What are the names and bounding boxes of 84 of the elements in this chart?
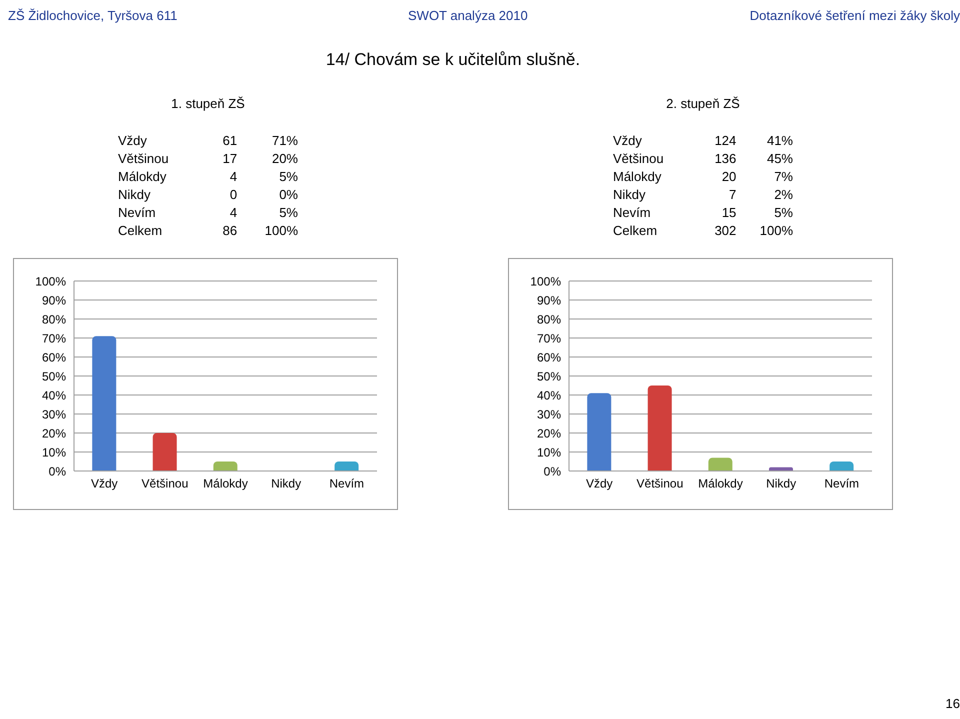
- bar: [334, 462, 359, 471]
- category-label: Nikdy: [118, 186, 152, 203]
- data-label: 0: [228, 186, 238, 203]
- bar: [213, 462, 238, 471]
- x-tick-label: Málokdy: [203, 476, 248, 491]
- data-label: 5%: [278, 204, 298, 221]
- text: 16: [946, 696, 960, 711]
- category-label: Vždy: [613, 132, 643, 149]
- category-label: Nikdy: [613, 186, 647, 203]
- text: 14/ Chovám se k učitelům slušně.: [324, 50, 582, 70]
- data-label: 15: [720, 204, 736, 221]
- bar: [92, 336, 116, 471]
- x-tick-label: Vždy: [90, 476, 118, 491]
- data-label: 302: [714, 222, 736, 239]
- data-label: 61: [222, 132, 238, 149]
- data-label: 4: [228, 204, 238, 221]
- x-tick-label: Nevím: [329, 476, 364, 491]
- bar: [708, 458, 732, 471]
- data-label: 0%: [278, 186, 298, 203]
- y-tick-label: 60%: [536, 350, 562, 364]
- x-tick-label: Většinou: [636, 476, 684, 491]
- data-label: 4: [228, 168, 238, 185]
- x-tick-label: Většinou: [142, 476, 188, 491]
- data-label: 20%: [270, 150, 298, 167]
- y-tick-label: 80%: [42, 312, 66, 326]
- y-tick-label: 60%: [42, 350, 66, 364]
- category-label: Málokdy: [118, 168, 168, 185]
- x-tick-label: Nikdy: [766, 476, 796, 491]
- y-tick-label: 30%: [42, 407, 66, 422]
- data-label: 86: [222, 222, 238, 239]
- y-tick-label: 10%: [42, 445, 66, 460]
- x-tick-label: Nevím: [824, 476, 860, 491]
- x-tick-label: Nikdy: [271, 476, 302, 491]
- bar: [648, 386, 672, 471]
- data-label: 7: [728, 186, 736, 203]
- data-label: 5%: [773, 204, 793, 221]
- category-label: Málokdy: [613, 168, 662, 185]
- y-tick-label: 30%: [536, 407, 562, 422]
- data-label: 45%: [766, 150, 793, 167]
- y-tick-label: 80%: [536, 312, 562, 326]
- y-tick-label: 50%: [536, 369, 562, 384]
- text: 1. stupeň ZŠ: [170, 96, 246, 111]
- y-tick-label: 90%: [536, 293, 562, 308]
- y-tick-label: 100%: [35, 274, 66, 288]
- data-label: 41%: [766, 132, 793, 149]
- data-label: 136: [714, 150, 736, 167]
- data-label: 124: [714, 132, 736, 149]
- category-label: Celkem: [613, 222, 658, 239]
- bar: [768, 467, 793, 471]
- y-tick-label: 70%: [536, 331, 562, 346]
- text: ZŠ Židlochovice, Tyršova 611: [8, 8, 178, 23]
- data-label: 2%: [773, 186, 793, 203]
- x-tick-label: Vždy: [586, 476, 613, 491]
- text: 2. stupeň ZŠ: [665, 96, 741, 111]
- y-tick-label: 0%: [48, 464, 66, 478]
- y-tick-label: 20%: [42, 426, 66, 440]
- data-label: 17: [222, 150, 238, 167]
- data-label: 20: [720, 168, 736, 185]
- y-tick-label: 0%: [544, 464, 562, 478]
- data-label: 100%: [758, 222, 793, 239]
- x-tick-label: Málokdy: [698, 476, 743, 491]
- category-label: Nevím: [118, 204, 157, 221]
- category-label: Většinou: [613, 150, 665, 167]
- data-label: 71%: [270, 132, 298, 149]
- bar: [830, 462, 854, 471]
- y-tick-label: 70%: [42, 331, 66, 346]
- y-tick-label: 20%: [536, 426, 562, 440]
- data-label: 7%: [773, 168, 793, 185]
- y-tick-label: 90%: [42, 293, 66, 308]
- y-tick-label: 50%: [42, 369, 66, 384]
- data-label: 5%: [278, 168, 298, 185]
- y-tick-label: 40%: [536, 388, 562, 402]
- category-label: Většinou: [118, 150, 170, 167]
- y-tick-label: 40%: [42, 388, 66, 402]
- y-tick-label: 10%: [536, 445, 562, 460]
- text: SWOT analýza 2010: [408, 8, 528, 23]
- data-label: 100%: [264, 222, 298, 239]
- text: Dotazníkové šetření mezi žáky školy: [750, 8, 960, 23]
- y-tick-label: 100%: [530, 274, 562, 288]
- bar: [587, 393, 612, 471]
- category-label: Nevím: [613, 204, 652, 221]
- bar: [152, 433, 177, 471]
- category-label: Vždy: [118, 132, 148, 149]
- category-label: Celkem: [118, 222, 164, 239]
